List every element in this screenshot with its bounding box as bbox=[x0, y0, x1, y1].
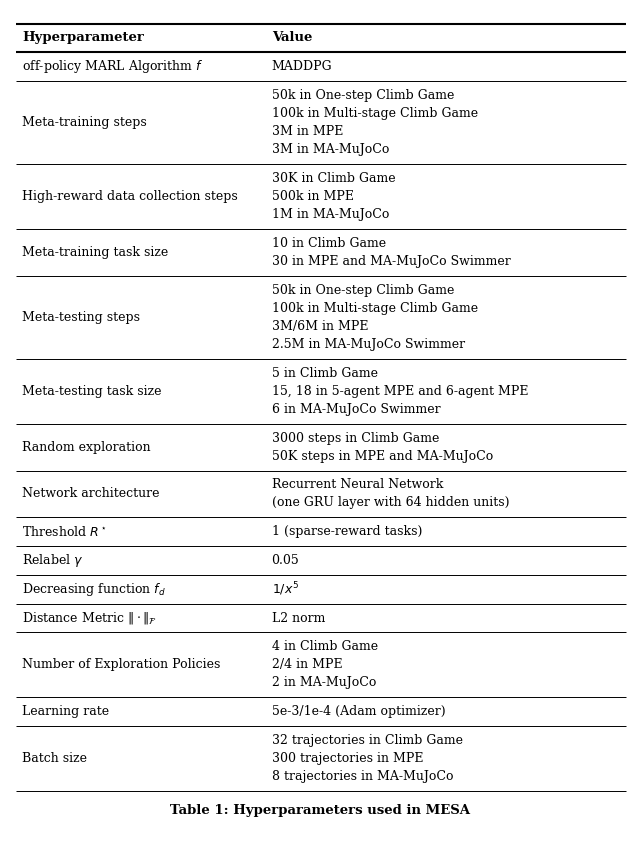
Text: Network architecture: Network architecture bbox=[22, 487, 159, 501]
Text: 3M/6M in MPE: 3M/6M in MPE bbox=[271, 319, 368, 333]
Text: Recurrent Neural Network: Recurrent Neural Network bbox=[271, 478, 443, 491]
Text: 100k in Multi-stage Climb Game: 100k in Multi-stage Climb Game bbox=[271, 302, 477, 314]
Text: Meta-testing task size: Meta-testing task size bbox=[22, 384, 161, 398]
Text: 1 (sparse-reward tasks): 1 (sparse-reward tasks) bbox=[271, 525, 422, 538]
Text: 0.05: 0.05 bbox=[271, 554, 300, 567]
Text: 4 in Climb Game: 4 in Climb Game bbox=[271, 641, 378, 653]
Text: Batch size: Batch size bbox=[22, 752, 87, 765]
Text: 2.5M in MA-MuJoCo Swimmer: 2.5M in MA-MuJoCo Swimmer bbox=[271, 338, 465, 351]
Text: 32 trajectories in Climb Game: 32 trajectories in Climb Game bbox=[271, 734, 463, 747]
Text: 3000 steps in Climb Game: 3000 steps in Climb Game bbox=[271, 432, 439, 444]
Text: Meta-training task size: Meta-training task size bbox=[22, 246, 168, 259]
Text: 8 trajectories in MA-MuJoCo: 8 trajectories in MA-MuJoCo bbox=[271, 771, 453, 783]
Text: 15, 18 in 5-agent MPE and 6-agent MPE: 15, 18 in 5-agent MPE and 6-agent MPE bbox=[271, 384, 528, 398]
Text: 30K in Climb Game: 30K in Climb Game bbox=[271, 172, 396, 185]
Text: 100k in Multi-stage Climb Game: 100k in Multi-stage Climb Game bbox=[271, 107, 477, 120]
Text: (one GRU layer with 64 hidden units): (one GRU layer with 64 hidden units) bbox=[271, 497, 509, 509]
Text: Hyperparameter: Hyperparameter bbox=[22, 31, 144, 45]
Text: Relabel $\gamma$: Relabel $\gamma$ bbox=[22, 552, 84, 569]
Text: Decreasing function $f_d$: Decreasing function $f_d$ bbox=[22, 581, 166, 598]
Text: Random exploration: Random exploration bbox=[22, 441, 150, 454]
Text: 6 in MA-MuJoCo Swimmer: 6 in MA-MuJoCo Swimmer bbox=[271, 403, 440, 416]
Text: Learning rate: Learning rate bbox=[22, 706, 109, 718]
Text: Distance Metric $\|\cdot\|_{\mathcal{F}}$: Distance Metric $\|\cdot\|_{\mathcal{F}}… bbox=[22, 610, 157, 626]
Text: 3M in MA-MuJoCo: 3M in MA-MuJoCo bbox=[271, 143, 389, 156]
Text: 2 in MA-MuJoCo: 2 in MA-MuJoCo bbox=[271, 676, 376, 690]
Text: 10 in Climb Game: 10 in Climb Game bbox=[271, 237, 386, 250]
Text: High-reward data collection steps: High-reward data collection steps bbox=[22, 190, 237, 203]
Text: off-policy MARL Algorithm $f$: off-policy MARL Algorithm $f$ bbox=[22, 58, 204, 75]
Text: Value: Value bbox=[271, 31, 312, 45]
Text: Meta-testing steps: Meta-testing steps bbox=[22, 311, 140, 324]
Text: 50k in One-step Climb Game: 50k in One-step Climb Game bbox=[271, 89, 454, 102]
Text: 2/4 in MPE: 2/4 in MPE bbox=[271, 658, 342, 671]
Text: Table 1: Hyperparameters used in MESA: Table 1: Hyperparameters used in MESA bbox=[170, 804, 470, 818]
Text: 50K steps in MPE and MA-MuJoCo: 50K steps in MPE and MA-MuJoCo bbox=[271, 449, 493, 463]
Text: MADDPG: MADDPG bbox=[271, 60, 332, 73]
Text: 5e-3/1e-4 (Adam optimizer): 5e-3/1e-4 (Adam optimizer) bbox=[271, 706, 445, 718]
Text: Meta-training steps: Meta-training steps bbox=[22, 116, 147, 129]
Text: Number of Exploration Policies: Number of Exploration Policies bbox=[22, 658, 220, 671]
Text: 500k in MPE: 500k in MPE bbox=[271, 190, 353, 203]
Text: 30 in MPE and MA-MuJoCo Swimmer: 30 in MPE and MA-MuJoCo Swimmer bbox=[271, 255, 510, 268]
Text: 50k in One-step Climb Game: 50k in One-step Climb Game bbox=[271, 284, 454, 297]
Text: Threshold $R^\star$: Threshold $R^\star$ bbox=[22, 524, 108, 539]
Text: L2 norm: L2 norm bbox=[271, 611, 325, 625]
Text: 1M in MA-MuJoCo: 1M in MA-MuJoCo bbox=[271, 208, 389, 221]
Text: 3M in MPE: 3M in MPE bbox=[271, 125, 343, 138]
Text: 5 in Climb Game: 5 in Climb Game bbox=[271, 367, 378, 379]
Text: $1/x^5$: $1/x^5$ bbox=[271, 581, 299, 598]
Text: 300 trajectories in MPE: 300 trajectories in MPE bbox=[271, 752, 423, 765]
